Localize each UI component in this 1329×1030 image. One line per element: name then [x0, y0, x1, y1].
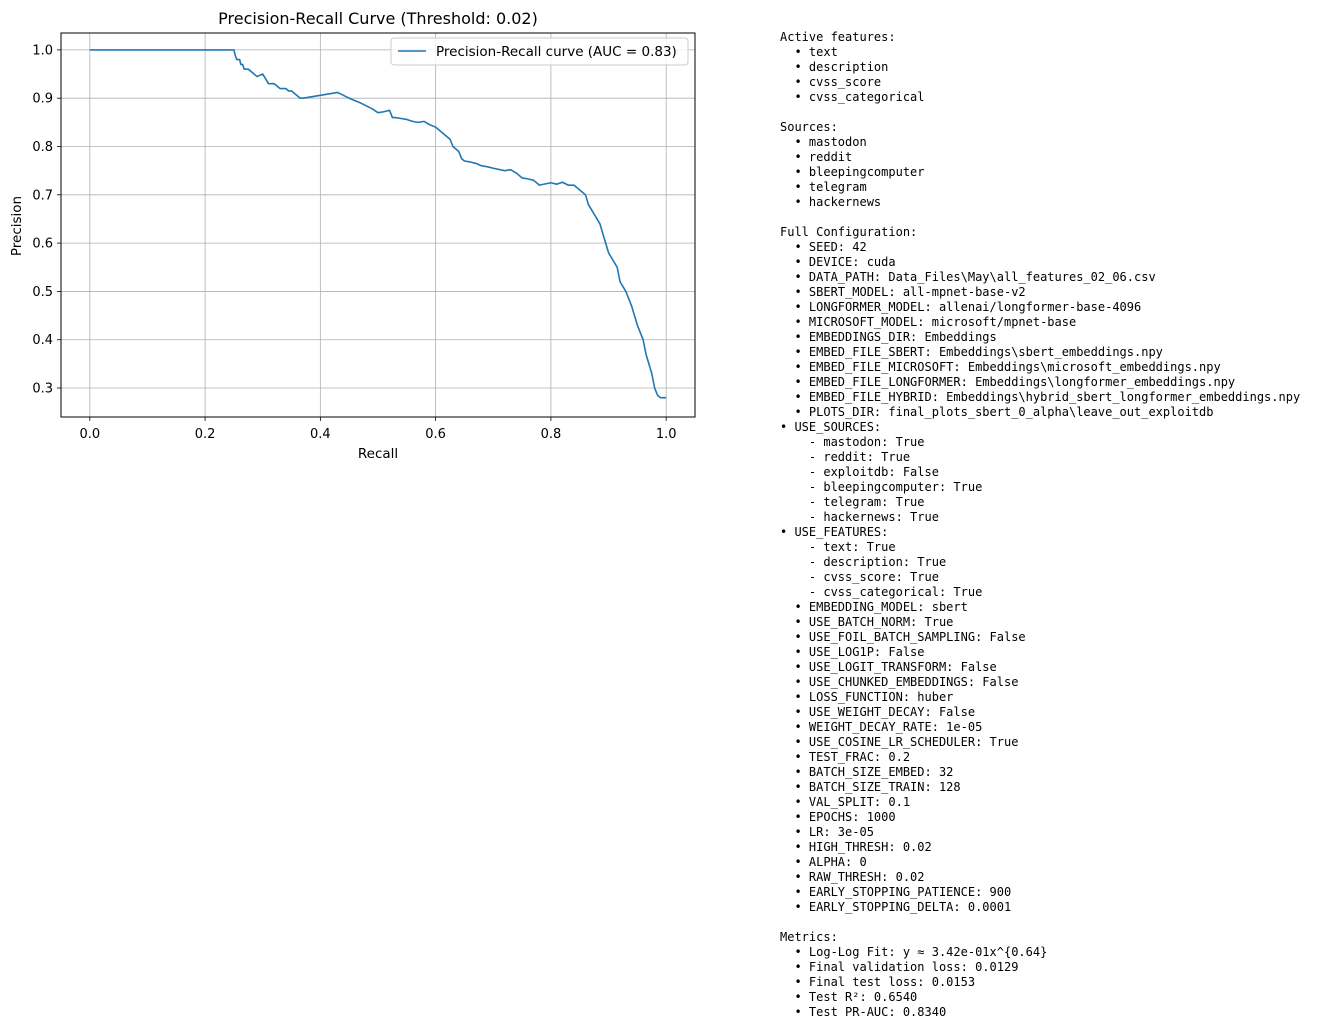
config-line: • BATCH_SIZE_TRAIN: 128	[780, 780, 961, 794]
config-line: • mastodon	[780, 135, 867, 149]
config-line: • USE_FOIL_BATCH_SAMPLING: False	[780, 630, 1026, 644]
config-line: • RAW_THRESH: 0.02	[780, 870, 925, 884]
config-line: • EMBED_FILE_SBERT: Embeddings\sbert_emb…	[780, 345, 1163, 359]
config-line: - text: True	[780, 540, 896, 554]
config-line: • LOSS_FUNCTION: huber	[780, 690, 954, 704]
legend: Precision-Recall curve (AUC = 0.83)	[390, 37, 689, 66]
config-line: Metrics:	[780, 930, 838, 944]
config-line: - mastodon: True	[780, 435, 925, 449]
x-tick-label: 0.2	[195, 427, 216, 442]
config-line: • Final test loss: 0.0153	[780, 975, 976, 989]
y-tick-label: 0.6	[32, 237, 53, 252]
config-line: • SBERT_MODEL: all-mpnet-base-v2	[780, 285, 1026, 299]
config-line: • EMBED_FILE_MICROSOFT: Embeddings\micro…	[780, 360, 1221, 374]
y-tick-label: 0.5	[32, 285, 53, 300]
config-line: • text	[780, 45, 838, 59]
config-line: • USE_BATCH_NORM: True	[780, 615, 954, 629]
config-panel: Active features: • text • description • …	[780, 30, 1300, 1020]
config-line: • BATCH_SIZE_EMBED: 32	[780, 765, 954, 779]
config-line: • cvss_categorical	[780, 90, 925, 104]
config-line: • cvss_score	[780, 75, 882, 89]
config-line: • telegram	[780, 180, 867, 194]
pr-curve-line	[89, 49, 667, 399]
config-line: • EARLY_STOPPING_PATIENCE: 900	[780, 885, 1012, 899]
config-line: • Test PR-AUC: 0.8340	[780, 1005, 947, 1019]
config-line: • USE_SOURCES:	[780, 420, 882, 434]
config-line: • LONGFORMER_MODEL: allenai/longformer-b…	[780, 300, 1142, 314]
x-axis-label: Recall	[358, 446, 398, 462]
config-line: - hackernews: True	[780, 510, 939, 524]
config-line: • USE_CHUNKED_EMBEDDINGS: False	[780, 675, 1019, 689]
config-line: • Log-Log Fit: y ≈ 3.42e-01x^{0.64}	[780, 945, 1048, 959]
pr-curve-chart: 0.0 0.2 0.4 0.6 0.8 1.0 0.3 0.4 0.5 0.6 0.7 0.8 0.9 1…	[9, 9, 696, 462]
legend-label: Precision-Recall curve (AUC = 0.83)	[436, 44, 677, 60]
config-line: - exploitdb: False	[780, 465, 939, 479]
config-line: Active features:	[780, 30, 896, 44]
config-line: • hackernews	[780, 195, 882, 209]
y-tick-label: 0.4	[32, 333, 53, 348]
config-line: • ALPHA: 0	[780, 855, 867, 869]
y-axis-label: Precision	[9, 196, 25, 256]
x-tick-label: 1.0	[656, 427, 677, 442]
config-line: • USE_LOGIT_TRANSFORM: False	[780, 660, 997, 674]
config-line: • USE_FEATURES:	[780, 525, 889, 539]
config-line: • VAL_SPLIT: 0.1	[780, 795, 911, 809]
y-tick-label: 0.9	[32, 92, 53, 107]
config-line: • DEVICE: cuda	[780, 255, 896, 269]
config-blank-line	[780, 105, 1300, 120]
config-line: • MICROSOFT_MODEL: microsoft/mpnet-base	[780, 315, 1077, 329]
config-line: • EARLY_STOPPING_DELTA: 0.0001	[780, 900, 1012, 914]
config-line: - cvss_score: True	[780, 570, 939, 584]
config-line: • EMBEDDINGS_DIR: Embeddings	[780, 330, 997, 344]
config-line: • Test R²: 0.6540	[780, 990, 918, 1004]
config-line: • USE_COSINE_LR_SCHEDULER: True	[780, 735, 1019, 749]
config-line: - description: True	[780, 555, 947, 569]
y-tick-label: 0.3	[32, 382, 53, 397]
config-line: Full Configuration:	[780, 225, 918, 239]
config-line: - cvss_categorical: True	[780, 585, 983, 599]
config-line: • HIGH_THRESH: 0.02	[780, 840, 932, 854]
config-blank-line	[780, 210, 1300, 225]
y-tick-label: 0.7	[32, 188, 53, 203]
config-blank-line	[780, 915, 1300, 930]
tick-layer: 0.0 0.2 0.4 0.6 0.8 1.0 0.3 0.4 0.5 0.6 0.7 0.8 0.9 1…	[32, 43, 676, 442]
config-line: • reddit	[780, 150, 853, 164]
plot-frame	[60, 32, 696, 418]
config-line: • USE_LOG1P: False	[780, 645, 925, 659]
config-line: • Final validation loss: 0.0129	[780, 960, 1019, 974]
config-line: • EMBEDDING_MODEL: sbert	[780, 600, 968, 614]
x-tick-label: 0.8	[541, 427, 562, 442]
config-line: • PLOTS_DIR: final_plots_sbert_0_alpha\l…	[780, 405, 1214, 419]
y-tick-label: 0.8	[32, 140, 53, 155]
series-layer	[89, 49, 667, 399]
config-line: • TEST_FRAC: 0.2	[780, 750, 911, 764]
x-tick-label: 0.4	[310, 427, 331, 442]
config-line: - reddit: True	[780, 450, 911, 464]
config-line: • SEED: 42	[780, 240, 867, 254]
config-line: • WEIGHT_DECAY_RATE: 1e-05	[780, 720, 983, 734]
x-tick-label: 0.0	[79, 427, 100, 442]
config-line: • description	[780, 60, 889, 74]
config-line: • EPOCHS: 1000	[780, 810, 896, 824]
x-tick-label: 0.6	[425, 427, 446, 442]
config-line: • bleepingcomputer	[780, 165, 925, 179]
config-line: - bleepingcomputer: True	[780, 480, 983, 494]
legend-box	[390, 37, 689, 66]
config-line: • LR: 3e-05	[780, 825, 874, 839]
config-line: • EMBED_FILE_HYBRID: Embeddings\hybrid_s…	[780, 390, 1301, 404]
config-line: • DATA_PATH: Data_Files\May\all_features…	[780, 270, 1156, 284]
config-line: • EMBED_FILE_LONGFORMER: Embeddings\long…	[780, 375, 1236, 389]
chart-title: Precision-Recall Curve (Threshold: 0.02)	[218, 9, 538, 28]
config-line: Sources:	[780, 120, 838, 134]
config-line: • USE_WEIGHT_DECAY: False	[780, 705, 976, 719]
y-tick-label: 1.0	[32, 43, 53, 58]
config-line: - telegram: True	[780, 495, 925, 509]
